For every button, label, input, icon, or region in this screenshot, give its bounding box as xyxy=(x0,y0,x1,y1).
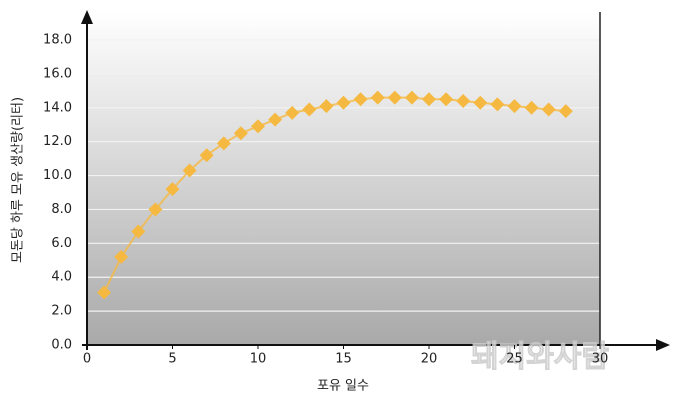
marker xyxy=(490,97,505,112)
marker xyxy=(524,100,539,115)
y-tick-label: 12.0 xyxy=(43,134,72,149)
marker xyxy=(199,148,214,163)
marker xyxy=(131,224,146,239)
marker xyxy=(165,182,180,197)
marker xyxy=(439,92,454,107)
marker xyxy=(387,90,402,105)
x-tick-label: 10 xyxy=(250,352,267,367)
marker xyxy=(319,99,334,114)
marker xyxy=(268,112,283,127)
y-tick-label: 14.0 xyxy=(43,100,72,115)
marker xyxy=(404,90,419,105)
marker xyxy=(216,136,231,151)
marker xyxy=(302,102,317,117)
marker xyxy=(336,95,351,110)
marker xyxy=(473,95,488,110)
marker xyxy=(541,102,556,117)
marker xyxy=(370,90,385,105)
marker xyxy=(285,105,300,120)
x-tick-label: 20 xyxy=(421,352,438,367)
marker xyxy=(97,285,112,300)
y-tick-label: 4.0 xyxy=(51,270,72,285)
y-tick-label: 18.0 xyxy=(43,33,72,48)
marker xyxy=(251,119,265,134)
plot-background xyxy=(87,12,600,345)
marker xyxy=(148,202,163,217)
y-tick-label: 6.0 xyxy=(51,236,72,251)
y-axis-title: 모돈당 하루 모유 생산량(리터) xyxy=(11,97,26,263)
marker xyxy=(507,99,522,114)
marker xyxy=(456,94,471,108)
x-tick-label: 30 xyxy=(592,352,609,367)
marker xyxy=(233,126,248,141)
x-tick-label: 15 xyxy=(335,352,352,367)
marker xyxy=(182,163,197,178)
marker xyxy=(353,92,368,107)
y-tick-label: 2.0 xyxy=(51,304,72,319)
x-axis-title: 포유 일수 xyxy=(317,379,369,394)
y-tick-label: 8.0 xyxy=(51,202,72,217)
x-axis-arrow xyxy=(656,339,670,351)
x-tick-label: 5 xyxy=(168,352,176,367)
y-tick-label: 0.0 xyxy=(51,338,72,353)
marker xyxy=(422,92,436,107)
plot-area xyxy=(97,90,573,300)
series-line xyxy=(103,96,566,293)
grid xyxy=(87,39,600,346)
x-tick-label: 0 xyxy=(83,352,91,367)
y-axis-arrow xyxy=(81,10,93,24)
y-tick-label: 16.0 xyxy=(43,66,72,81)
x-tick-label: 25 xyxy=(506,352,523,367)
y-tick-label: 10.0 xyxy=(43,168,72,183)
marker xyxy=(558,104,573,119)
watermark: 돼지와사람 xyxy=(471,340,609,375)
marker xyxy=(114,249,129,264)
